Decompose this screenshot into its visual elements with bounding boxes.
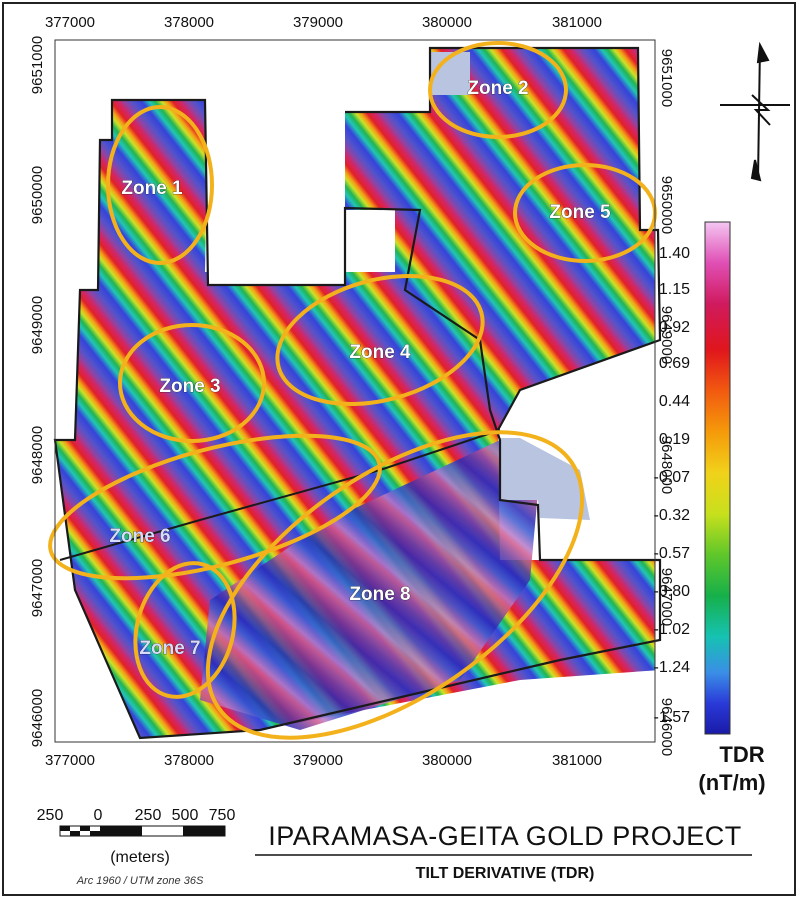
zone-3-label: Zone 3 — [159, 376, 220, 397]
y-tick-label: 9646000 — [29, 689, 46, 747]
y-tick-label: 9648000 — [29, 426, 46, 484]
map-title: IPARAMASA-GEITA GOLD PROJECT — [268, 821, 742, 851]
tdr-raster — [55, 48, 655, 738]
scale-label: 750 — [209, 807, 236, 824]
legend-value: 0.69 — [659, 355, 690, 372]
legend-value: -1.57 — [654, 709, 691, 726]
y-tick-label: 9651000 — [658, 49, 675, 107]
y-tick-label: 9649000 — [29, 296, 46, 354]
legend-unit: (nT/m) — [698, 770, 765, 795]
zone-1-ellipse[interactable] — [106, 105, 214, 265]
y-tick-label: 9647000 — [29, 559, 46, 617]
x-tick-label: 381000 — [552, 752, 602, 769]
zone-7-label: Zone 7 — [139, 638, 200, 659]
zone-4-ellipse[interactable] — [263, 255, 497, 425]
legend-title: TDR — [719, 742, 764, 767]
zone-8-ellipse[interactable] — [156, 372, 634, 799]
zone-3-ellipse[interactable] — [118, 323, 266, 443]
legend-color-bar — [704, 221, 731, 735]
y-tick-label: 9646000 — [658, 698, 675, 756]
x-tick-label: 380000 — [422, 14, 472, 31]
y-tick-label: 9650000 — [658, 176, 675, 234]
x-axis-bottom: 377000 378000 379000 380000 381000 — [45, 752, 602, 769]
x-tick-label: 380000 — [422, 752, 472, 769]
zone-5-label: Zone 5 — [549, 202, 611, 223]
legend-value: 1.15 — [659, 281, 690, 298]
zone-2-label: Zone 2 — [467, 78, 528, 99]
zone-6-label: Zone 6 — [109, 526, 170, 547]
legend-value: 0.92 — [659, 319, 690, 336]
scale-label: 250 — [135, 807, 162, 824]
x-tick-label: 377000 — [45, 752, 95, 769]
scale-unit: (meters) — [110, 849, 170, 866]
y-tick-label: 9647000 — [658, 568, 675, 626]
legend-value: -1.24 — [654, 659, 691, 676]
zone-ellipses — [36, 41, 657, 799]
map-title-block: IPARAMASA-GEITA GOLD PROJECT TILT DERIVA… — [255, 821, 752, 882]
legend-value: -0.07 — [654, 469, 691, 486]
legend-value: -1.02 — [654, 621, 691, 638]
zone-2-ellipse[interactable] — [428, 41, 568, 139]
zone-7-ellipse[interactable] — [121, 552, 249, 708]
y-tick-label: 9651000 — [29, 36, 46, 94]
x-tick-label: 381000 — [552, 14, 602, 31]
y-tick-label: 9650000 — [29, 166, 46, 224]
tdr-legend: 1.40 1.15 0.92 0.69 0.44 0.19 -0.07 -0.3… — [654, 221, 766, 795]
survey-boundary — [53, 98, 662, 740]
x-tick-label: 379000 — [293, 14, 343, 31]
legend-value: 0.44 — [659, 393, 690, 410]
zone-1-label: Zone 1 — [121, 178, 183, 199]
y-tick-label: 9649000 — [658, 306, 675, 364]
legend-value: 0.19 — [659, 431, 690, 448]
y-axis-right: 9651000 9650000 9649000 9648000 9647000 … — [658, 49, 675, 756]
x-tick-label: 378000 — [164, 752, 214, 769]
scale-bar: 250 0 250 500 750 (meters) Arc 1960 / UT… — [37, 807, 236, 887]
scale-label: 250 — [37, 807, 64, 824]
legend-value: 1.40 — [659, 245, 690, 262]
x-tick-label: 377000 — [45, 14, 95, 31]
x-tick-label: 379000 — [293, 752, 343, 769]
scale-label: 500 — [172, 807, 199, 824]
zone-8-label: Zone 8 — [349, 584, 410, 605]
projection-label: Arc 1960 / UTM zone 36S — [76, 875, 204, 887]
north-arrow-icon — [720, 41, 790, 182]
legend-value: -0.57 — [654, 545, 691, 562]
x-tick-label: 378000 — [164, 14, 214, 31]
x-axis-top: 377000 378000 379000 380000 381000 — [45, 14, 602, 31]
legend-value: -0.32 — [654, 507, 691, 524]
zone-4-label: Zone 4 — [349, 342, 411, 363]
legend-value: -0.80 — [654, 583, 691, 600]
scale-label: 0 — [94, 807, 103, 824]
y-tick-label: 9648000 — [658, 436, 675, 494]
zone-6-ellipse[interactable] — [36, 407, 394, 607]
map-subtitle: TILT DERIVATIVE (TDR) — [416, 865, 595, 882]
y-axis-left: 9651000 9650000 9649000 9648000 9647000 … — [29, 36, 46, 747]
